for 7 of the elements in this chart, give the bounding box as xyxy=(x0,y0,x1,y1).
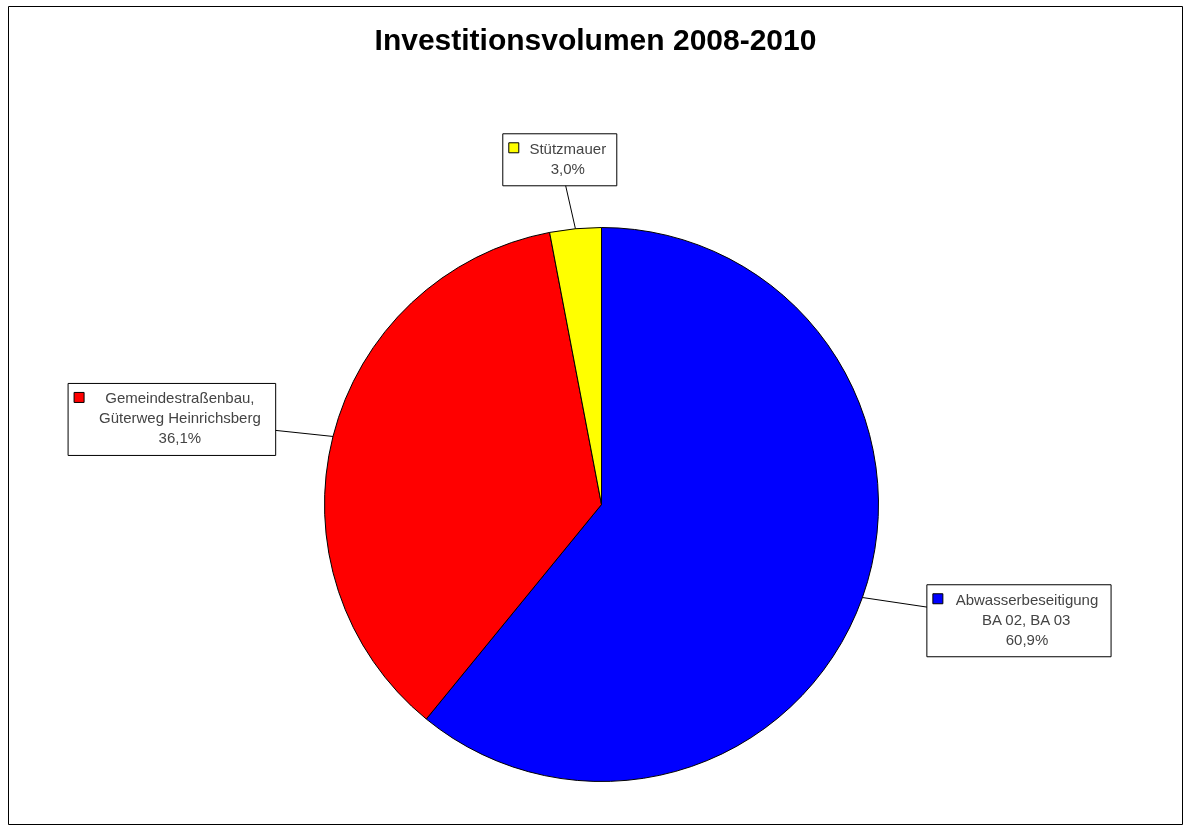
legend-label: Gemeindestraßenbau, Güterweg Heinrichsberg xyxy=(99,389,261,427)
legend-label: Stützmauer xyxy=(529,139,607,157)
data-label: 3,0% xyxy=(550,159,585,177)
chart-title: Investitionsvolumen 2008-2010 xyxy=(374,22,817,56)
legend-label: Abwasserbeseitigung BA 02, BA 03 xyxy=(955,590,1099,628)
data-label: 60,9% xyxy=(1005,630,1049,648)
data-label: 36,1% xyxy=(158,429,202,447)
